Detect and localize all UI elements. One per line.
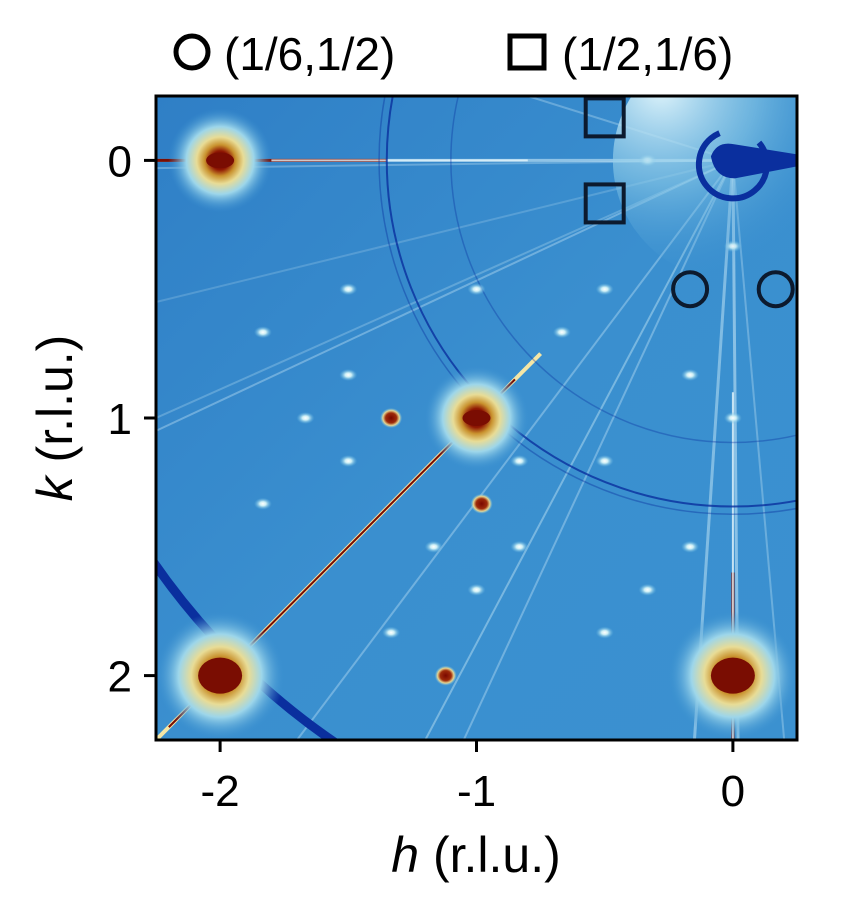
superlattice-peak	[552, 326, 571, 339]
x-axis-ticks: -2 -1 0	[201, 740, 745, 816]
legend-label-circle: (1/6,1/2)	[224, 28, 395, 80]
bragg-peak-core	[206, 152, 235, 169]
peak-markers	[583, 96, 795, 309]
beam-stop-arm	[710, 143, 797, 179]
faint-ring	[450, 96, 797, 444]
superlattice-peak	[253, 326, 272, 339]
superlattice-peaks	[253, 154, 742, 686]
powder-rings	[156, 96, 797, 740]
x-tick-label: -2	[201, 767, 240, 816]
superlattice-peak	[723, 412, 742, 424]
bragg-peak-core	[198, 657, 243, 694]
superlattice-peak	[253, 497, 272, 510]
superlattice-peak	[510, 455, 529, 468]
heatmap-plot-area	[156, 96, 797, 740]
legend-label-square: (1/2,1/6)	[562, 28, 733, 80]
y-axis-ticks: 0 1 2	[108, 137, 156, 702]
x-axis-label: h (r.l.u.)	[391, 827, 561, 883]
bragg-peak-core	[462, 410, 491, 426]
superlattice-peak	[296, 412, 315, 424]
circle-peak-marker	[756, 270, 795, 309]
superlattice-peak	[467, 283, 486, 296]
superlattice-peak	[339, 283, 358, 296]
superlattice-peak	[467, 583, 486, 596]
beam-stop-arc	[695, 127, 770, 202]
y-tick-label: 1	[108, 395, 132, 444]
bragg-peaks	[156, 108, 797, 740]
superlattice-peak	[339, 455, 358, 468]
legend-square-marker	[507, 33, 547, 71]
powder-ring	[385, 96, 797, 508]
superlattice-peak	[681, 540, 700, 553]
superlattice-peak	[382, 626, 401, 639]
superlattice-peak	[681, 368, 700, 381]
beam-stop	[612, 96, 797, 281]
bragg-peak-core	[710, 657, 755, 694]
superlattice-peak	[424, 540, 443, 553]
y-tick-label: 2	[108, 653, 132, 702]
legend: (1/6,1/2) (1/2,1/6)	[173, 28, 733, 80]
superlattice-peak	[339, 368, 358, 381]
strong-superlattice-peak	[380, 408, 403, 428]
circle-peak-marker	[671, 270, 710, 309]
superlattice-peak	[638, 583, 657, 596]
superlattice-peak	[595, 626, 614, 639]
strong-superlattice-peak	[434, 665, 457, 686]
square-peak-marker	[583, 182, 626, 225]
superlattice-peak	[510, 540, 529, 553]
x-tick-label: -1	[457, 767, 496, 816]
faint-ring	[378, 96, 797, 515]
x-tick-label: 0	[721, 767, 745, 816]
superlattice-peak	[595, 455, 614, 468]
strong-superlattice-peak	[470, 493, 493, 514]
y-axis-label: k (r.l.u.)	[27, 335, 83, 502]
square-peak-marker	[583, 96, 626, 139]
y-tick-label: 0	[108, 137, 132, 186]
superlattice-peak	[595, 283, 614, 296]
legend-circle-marker	[173, 33, 211, 71]
